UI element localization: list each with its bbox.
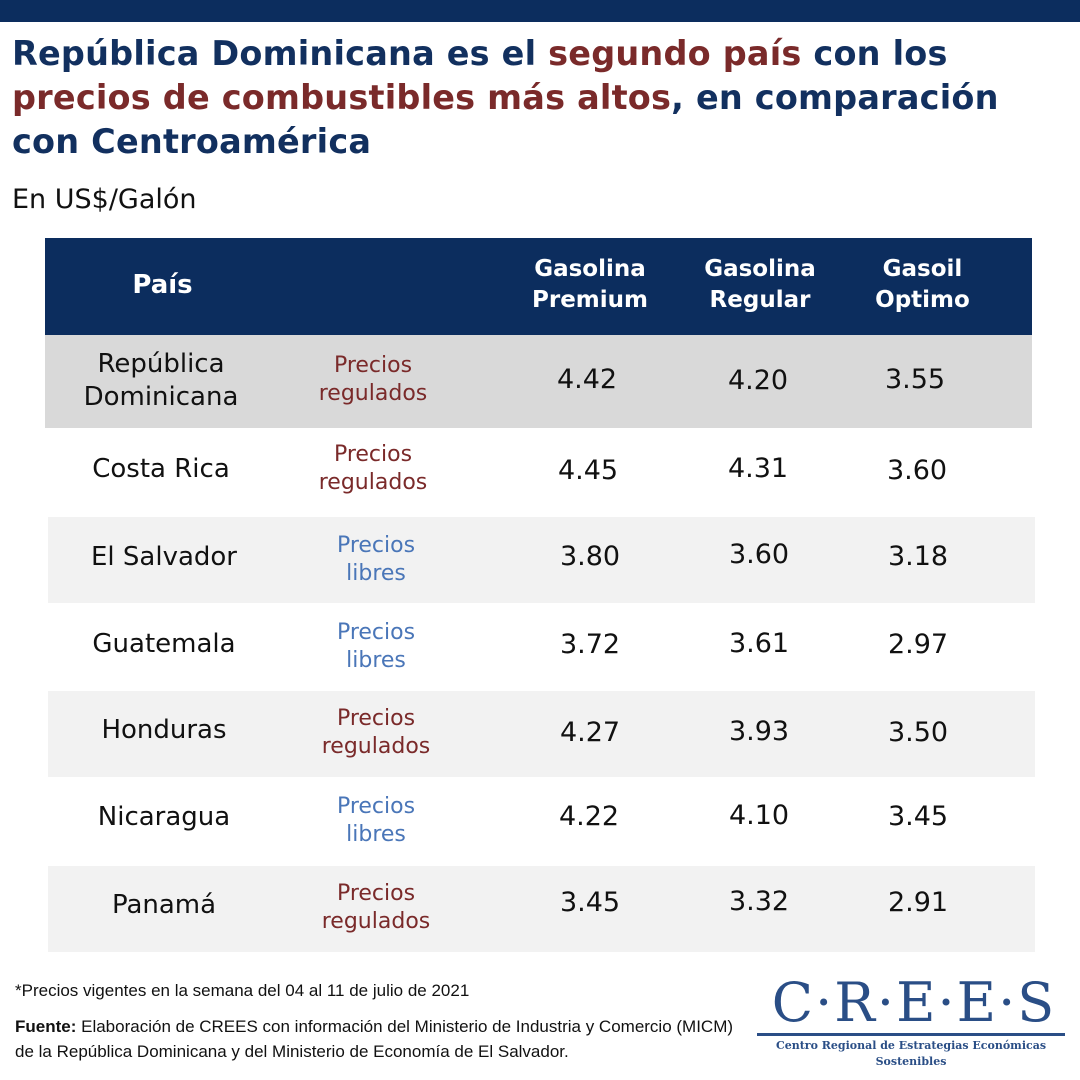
price-regime-line2: regulados	[318, 470, 428, 495]
title-part-3: , en comparación con Centroamérica	[12, 78, 999, 161]
table-row: Nicaragua Precios libres 4.22 4.10 3.45	[48, 777, 1035, 866]
price-regime: Precios libres	[302, 793, 450, 849]
source-note: Fuente: Elaboración de CREES con informa…	[15, 1014, 745, 1064]
value-gasoil-optimo: 3.60	[886, 455, 948, 486]
value-gasolina-regular: 4.10	[728, 800, 790, 831]
price-regime-line2: regulados	[321, 734, 431, 759]
title-highlight-1: segundo país	[548, 34, 802, 73]
price-regime-line1: Precios	[333, 353, 413, 378]
value-gasolina-premium: 3.80	[559, 541, 621, 572]
value-gasolina-regular: 3.60	[728, 539, 790, 570]
country-name-line1: República	[97, 349, 225, 379]
price-regime: Precios regulados	[302, 880, 450, 936]
price-regime-line2: regulados	[321, 909, 431, 934]
price-regime-line1: Precios	[336, 881, 416, 906]
value-gasolina-premium: 4.45	[557, 455, 619, 486]
price-regime: Precios libres	[302, 619, 450, 675]
value-gasolina-premium: 4.22	[558, 801, 620, 832]
value-gasolina-premium: 4.42	[556, 364, 618, 395]
value-gasolina-regular: 3.32	[728, 886, 790, 917]
price-regime-line1: Precios	[333, 442, 413, 467]
value-gasolina-regular: 4.20	[727, 365, 789, 396]
table-row: Costa Rica Precios regulados 4.45 4.31 3…	[45, 428, 1032, 516]
logo-wordmark: C·R·E·E·S	[771, 971, 1057, 1034]
country-name-line2: Dominicana	[83, 382, 239, 412]
header-gasolina-regular: Gasolina Regular	[685, 254, 835, 316]
table-row: República Dominicana Precios regulados 4…	[45, 335, 1032, 428]
value-gasolina-regular: 4.31	[727, 453, 789, 484]
source-text: Elaboración de CREES con información del…	[15, 1017, 734, 1061]
top-accent-bar	[0, 0, 1080, 22]
value-gasoil-optimo: 2.91	[887, 887, 949, 918]
value-gasolina-regular: 3.61	[728, 628, 790, 659]
header-country: País	[132, 270, 193, 300]
price-regime-line1: Precios	[336, 794, 416, 819]
value-gasoil-optimo: 3.50	[887, 717, 949, 748]
header-gasoil-optimo: Gasoil Optimo	[850, 254, 995, 316]
price-regime-line2: libres	[346, 822, 406, 847]
country-name: Honduras	[101, 715, 227, 745]
value-gasoil-optimo: 2.97	[887, 629, 949, 660]
price-regime-line2: libres	[346, 561, 406, 586]
price-regime-line1: Precios	[336, 533, 416, 558]
logo-tagline: Centro Regional de Estrategias Económica…	[775, 1039, 1047, 1068]
country-name: El Salvador	[91, 542, 237, 572]
title-highlight-2: precios de combustibles más altos	[12, 78, 672, 117]
logo-divider	[757, 1033, 1065, 1036]
country-name: República Dominicana	[45, 348, 277, 414]
header-gasolina-premium-line1: Gasolina	[534, 256, 646, 282]
price-regime-line1: Precios	[336, 706, 416, 731]
country-name: Panamá	[111, 890, 217, 920]
table-row: Guatemala Precios libres 3.72 3.61 2.97	[48, 603, 1035, 691]
value-gasoil-optimo: 3.45	[887, 801, 949, 832]
price-regime: Precios regulados	[299, 352, 447, 408]
footnote: *Precios vigentes en la semana del 04 al…	[15, 981, 470, 1000]
header-gasolina-regular-line2: Regular	[709, 287, 811, 313]
value-gasoil-optimo: 3.18	[887, 541, 949, 572]
header-gasolina-regular-line1: Gasolina	[704, 256, 816, 282]
value-gasolina-premium: 3.45	[559, 887, 621, 918]
table-row: Panamá Precios regulados 3.45 3.32 2.91	[48, 866, 1035, 952]
title-part-1: República Dominicana es el	[12, 34, 549, 73]
price-regime-line2: regulados	[318, 381, 428, 406]
value-gasoil-optimo: 3.55	[884, 364, 946, 395]
country-name: Guatemala	[92, 629, 236, 659]
value-gasolina-premium: 4.27	[559, 717, 621, 748]
header-gasolina-premium-line2: Premium	[532, 287, 648, 313]
header-gasoil-optimo-line2: Optimo	[875, 287, 970, 313]
table-row: El Salvador Precios libres 3.80 3.60 3.1…	[48, 517, 1035, 603]
price-regime: Precios regulados	[302, 705, 450, 761]
price-regime-line1: Precios	[336, 620, 416, 645]
country-name: Costa Rica	[92, 454, 230, 484]
units-subtitle: En US$/Galón	[12, 184, 197, 215]
country-name: Nicaragua	[97, 802, 231, 832]
price-regime-line2: libres	[346, 648, 406, 673]
header-gasolina-premium: Gasolina Premium	[515, 254, 665, 316]
header-gasoil-optimo-line1: Gasoil	[882, 256, 963, 282]
source-label: Fuente:	[15, 1017, 77, 1036]
table-row: Honduras Precios regulados 4.27 3.93 3.5…	[48, 691, 1035, 777]
price-regime: Precios libres	[302, 532, 450, 588]
table-header: País Gasolina Premium Gasolina Regular G…	[45, 238, 1032, 335]
price-regime: Precios regulados	[299, 441, 447, 497]
crees-logo: C·R·E·E·S Centro Regional de Estrategias…	[757, 970, 1065, 1068]
value-gasolina-premium: 3.72	[559, 629, 621, 660]
value-gasolina-regular: 3.93	[728, 716, 790, 747]
title-part-2: con los	[801, 34, 948, 73]
page-title: República Dominicana es el segundo país …	[12, 32, 1072, 164]
